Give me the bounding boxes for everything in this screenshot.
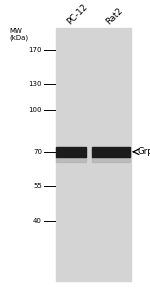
Text: PC-12: PC-12 — [65, 2, 89, 26]
Text: Rat2: Rat2 — [104, 6, 125, 26]
Text: 40: 40 — [33, 218, 42, 224]
Text: 100: 100 — [28, 107, 42, 113]
Text: 70: 70 — [33, 149, 42, 155]
Text: Grp78: Grp78 — [137, 147, 150, 156]
Bar — [56, 157, 86, 162]
Text: 55: 55 — [33, 183, 42, 189]
Bar — [92, 146, 130, 157]
Bar — [92, 157, 130, 162]
Bar — [56, 28, 130, 281]
Text: MW
(kDa): MW (kDa) — [9, 28, 28, 41]
Bar — [56, 146, 86, 157]
Text: 170: 170 — [28, 47, 42, 53]
Text: 130: 130 — [28, 81, 42, 86]
